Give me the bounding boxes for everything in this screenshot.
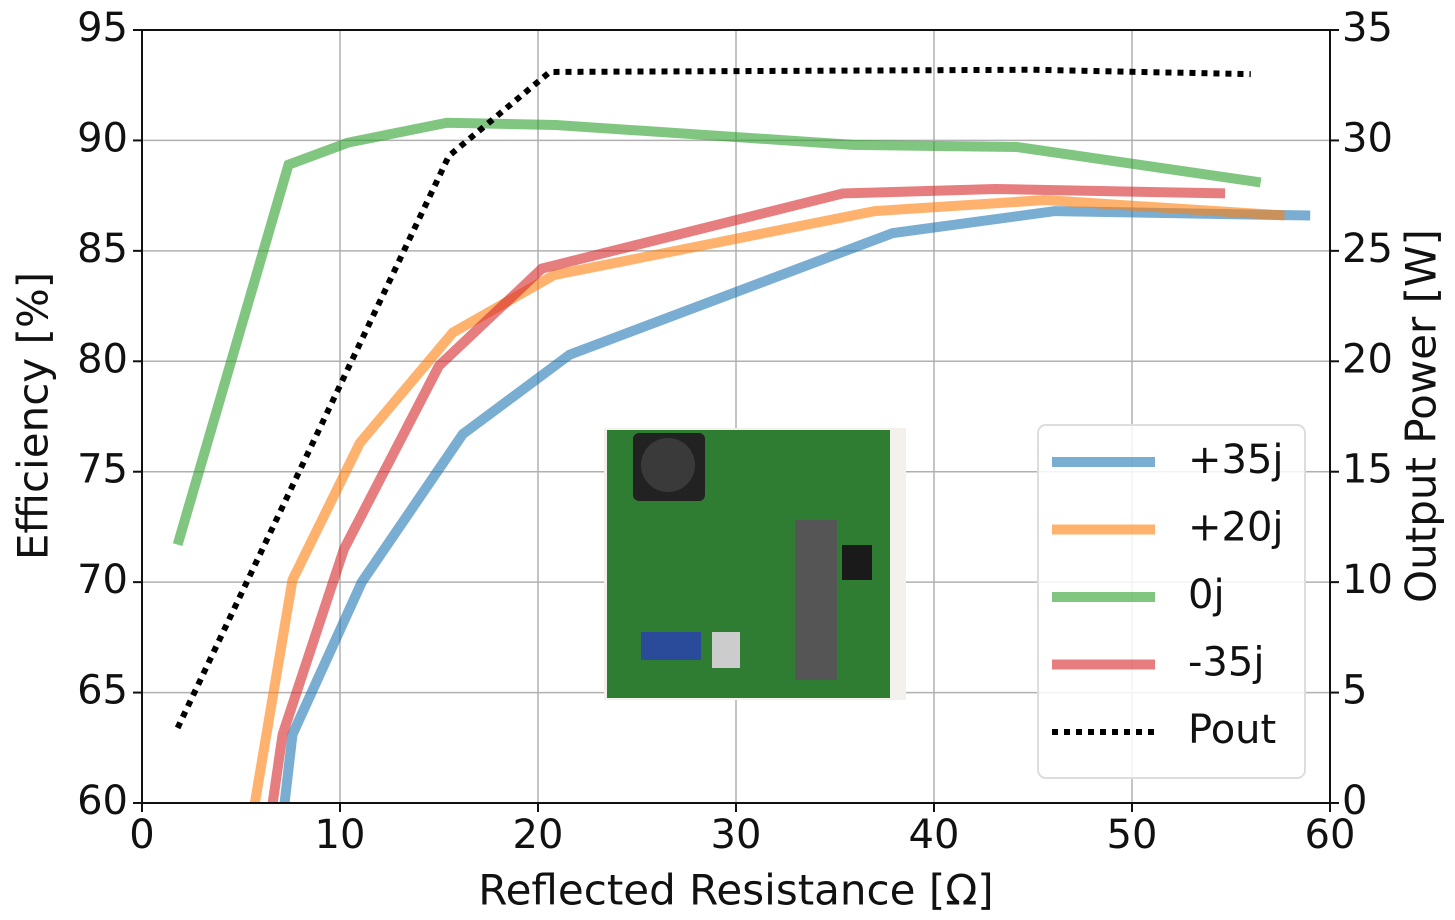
connector	[795, 610, 837, 680]
lines	[172, 66, 1311, 803]
series-line	[279, 206, 1311, 803]
y-tick-label: 95	[77, 5, 128, 51]
x-tick-label: 60	[1305, 812, 1356, 858]
legend-label: +35j	[1188, 437, 1284, 483]
chip	[842, 545, 872, 580]
y2-tick-label: 10	[1342, 557, 1393, 603]
series-line	[174, 66, 1251, 730]
x-tick-label: 30	[711, 812, 762, 858]
y-axis-label: Efficiency [%]	[9, 272, 58, 560]
y2-tick-label: 30	[1342, 115, 1393, 161]
y2-tick-label: 5	[1342, 668, 1367, 714]
legend-label: Pout	[1188, 707, 1276, 753]
y-tick-label: 90	[77, 115, 128, 161]
y-tick-label: 80	[77, 336, 128, 382]
y2-tick-label: 35	[1342, 5, 1393, 51]
y2-axis-label: Output Power [W]	[1397, 229, 1446, 603]
legend: +35j +20j 0j -35j Pout	[1037, 424, 1306, 779]
x-tick-label: 20	[513, 812, 564, 858]
y-tick-label: 65	[77, 668, 128, 714]
x-tick-label: 0	[129, 812, 154, 858]
y2-tick-label: 15	[1342, 447, 1393, 493]
ticks: 0 10 20 30 40 50 60 60 65 70 75 80 85 90 95 0 5 10 15 20 25 3…	[77, 5, 1393, 858]
chip	[712, 632, 740, 668]
y2-tick-label: 20	[1342, 336, 1393, 382]
x-axis-label: Reflected Resistance [Ω]	[478, 866, 993, 915]
legend-label: +20j	[1188, 505, 1284, 551]
y2-tick-label: 25	[1342, 226, 1393, 272]
legend-label: -35j	[1188, 640, 1264, 686]
y-tick-label: 70	[77, 557, 128, 603]
series-line	[267, 184, 1226, 803]
logo	[641, 632, 701, 660]
y-tick-label: 85	[77, 226, 128, 272]
board-photo	[604, 428, 906, 700]
series-line	[172, 117, 1262, 546]
inductor-top	[641, 438, 695, 492]
x-tick-label: 10	[315, 812, 366, 858]
y-tick-label: 60	[77, 778, 128, 824]
x-tick-label: 50	[1107, 812, 1158, 858]
legend-label: 0j	[1188, 572, 1225, 618]
legend-box	[1037, 424, 1306, 779]
y-tick-label: 75	[77, 447, 128, 493]
y2-tick-label: 0	[1342, 778, 1367, 824]
x-tick-label: 40	[909, 812, 960, 858]
